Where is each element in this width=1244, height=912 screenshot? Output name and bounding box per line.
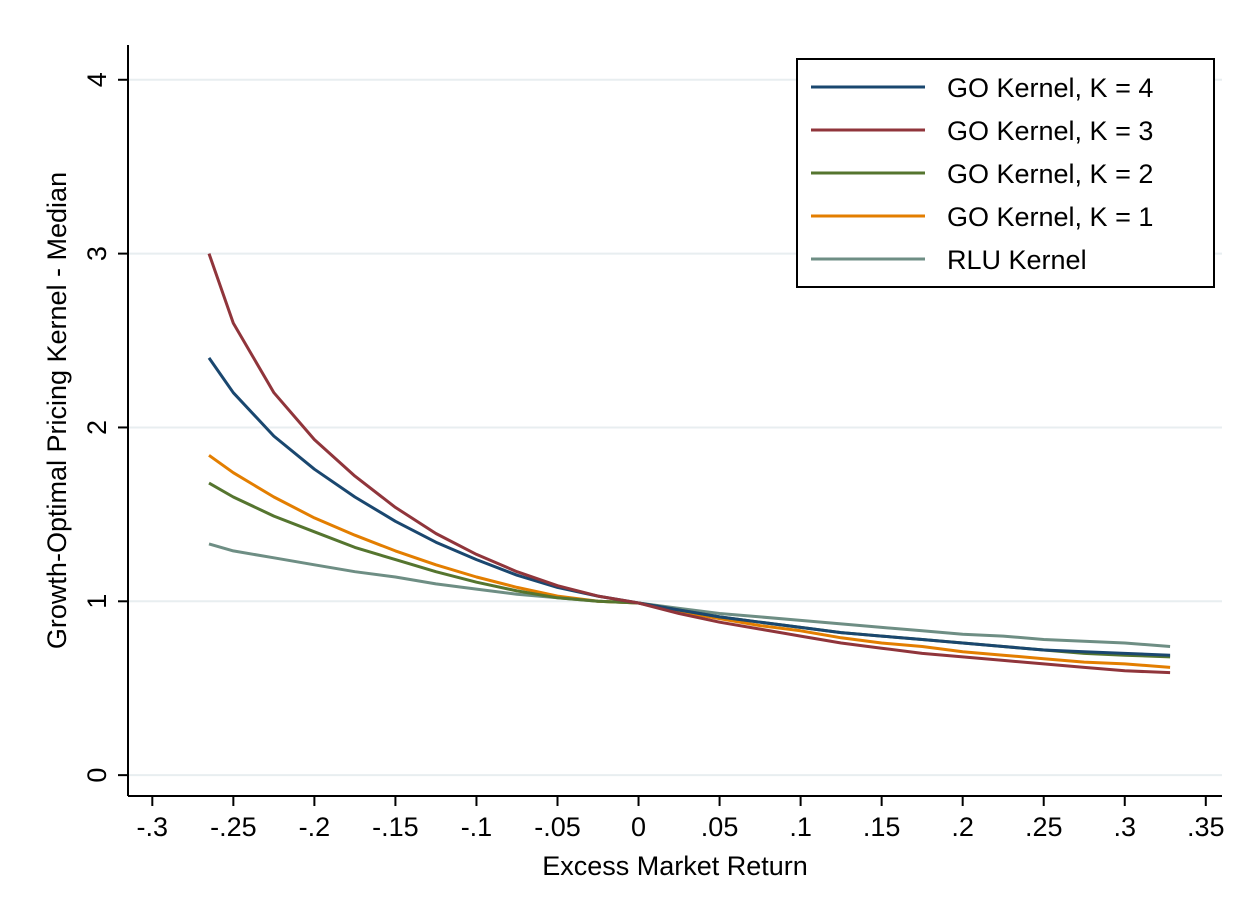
legend-label: GO Kernel, K = 3: [947, 116, 1153, 146]
axes: [127, 45, 1222, 797]
y-axis-title: Growth-Optimal Pricing Kernel - Median: [42, 172, 72, 649]
x-tick-label: 0: [631, 812, 646, 842]
series-line: [207, 253, 1171, 675]
x-tick-label: .3: [1113, 812, 1136, 842]
x-tick-label: .25: [1025, 812, 1063, 842]
y-axis-ticks: 0 1 2 3 4: [82, 72, 128, 783]
x-tick-label: -.3: [137, 812, 169, 842]
legend-label: RLU Kernel: [947, 245, 1087, 275]
x-tick-label: -.05: [534, 812, 581, 842]
legend-label: GO Kernel, K = 1: [947, 202, 1153, 232]
y-tick-label: 2: [82, 420, 112, 435]
series-line: [207, 357, 1171, 657]
series-line: [208, 454, 1171, 669]
x-tick-label: -.1: [461, 812, 493, 842]
x-tick-label: .35: [1187, 812, 1225, 842]
x-tick-label: .2: [951, 812, 974, 842]
y-tick-label: 0: [82, 768, 112, 783]
legend: GO Kernel, K = 4 GO Kernel, K = 3 GO Kerne…: [796, 58, 1215, 288]
x-axis-ticks: -.3 -.25 -.2 -.15 -.1 -.05 0 .05 .1 .15 .2 .25 .3 .35: [137, 796, 1225, 842]
legend-label: GO Kernel, K = 4: [947, 73, 1153, 103]
x-tick-label: -.15: [372, 812, 419, 842]
y-tick-label: 1: [82, 594, 112, 609]
series-line: [208, 542, 1171, 648]
series-lines: [207, 253, 1171, 675]
x-tick-label: .05: [701, 812, 739, 842]
x-axis-title: Excess Market Return: [542, 851, 808, 881]
y-tick-label: 3: [82, 246, 112, 261]
y-tick-label: 4: [82, 72, 112, 87]
legend-label: GO Kernel, K = 2: [947, 159, 1153, 189]
x-tick-label: .1: [789, 812, 812, 842]
x-tick-label: -.2: [299, 812, 331, 842]
x-tick-label: -.25: [210, 812, 257, 842]
x-tick-label: .15: [863, 812, 901, 842]
